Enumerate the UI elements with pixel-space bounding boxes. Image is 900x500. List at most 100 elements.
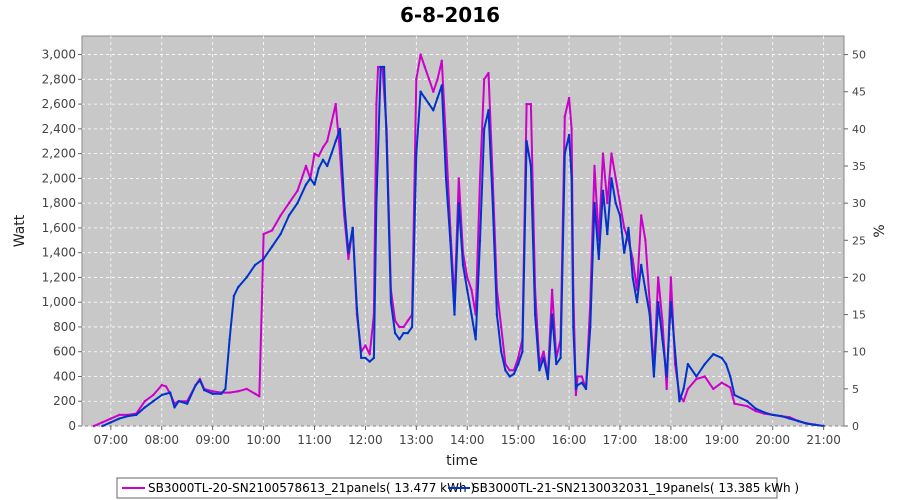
series-2-point xyxy=(606,232,609,236)
series-2-point xyxy=(703,362,706,366)
series-1-point xyxy=(375,102,378,106)
series-1-point xyxy=(321,146,325,149)
series-2-point xyxy=(771,413,774,417)
series-2-point xyxy=(805,422,808,425)
series-2-point xyxy=(211,392,214,395)
series-1-point xyxy=(657,276,660,279)
series-2-point xyxy=(262,257,265,261)
series-2-point xyxy=(559,356,562,360)
series-1-point xyxy=(334,102,337,106)
series-2-point xyxy=(661,338,664,341)
series-1-point xyxy=(574,393,578,397)
series-2-point xyxy=(521,350,524,353)
series-layer xyxy=(92,53,825,428)
series-1-point xyxy=(478,177,482,180)
series-2-point xyxy=(461,263,465,267)
series-1-point xyxy=(576,375,579,378)
series-1-point xyxy=(623,226,626,230)
y2-tick-label: 5 xyxy=(852,383,859,396)
series-2-point xyxy=(152,400,155,403)
series-2-point xyxy=(678,400,681,403)
y-tick-label: 2,000 xyxy=(42,171,76,185)
series-1-point xyxy=(570,127,573,131)
series-2-point xyxy=(368,360,371,363)
series-1-point xyxy=(260,301,264,304)
y-tick-label: 2,200 xyxy=(42,147,76,161)
y2-tick-label: 25 xyxy=(852,234,866,247)
series-1-point xyxy=(729,386,732,389)
series-1-point xyxy=(487,71,490,75)
series-2-point xyxy=(334,140,337,143)
series-1-point xyxy=(640,214,643,217)
series-2-point xyxy=(665,375,668,378)
series-1-point xyxy=(457,177,460,180)
series-2-point xyxy=(173,406,176,409)
series-2-point xyxy=(780,414,783,418)
series-1-point xyxy=(436,78,439,81)
series-2-point xyxy=(326,164,329,168)
series-2-point xyxy=(466,288,469,291)
series-1-point xyxy=(398,325,401,329)
series-1-point xyxy=(287,201,291,205)
y2-axis: 0 5 10 15 20 25 30 35 40 45 50 xyxy=(844,49,866,433)
series-2-point xyxy=(720,356,723,360)
series-1-point xyxy=(109,417,113,420)
y-tick-label: 600 xyxy=(53,345,76,359)
plot-area xyxy=(81,35,845,427)
series-1-point xyxy=(614,177,617,180)
series-2-point xyxy=(372,356,376,360)
series-2-point xyxy=(474,338,477,341)
y-tick-label: 0 xyxy=(68,419,76,433)
series-2-point xyxy=(449,239,452,242)
series-2-point xyxy=(432,109,435,112)
series-2-point xyxy=(597,257,600,261)
series-1-point xyxy=(724,383,728,387)
series-2-point xyxy=(224,387,227,391)
x-tick-label: 19:00 xyxy=(705,433,740,447)
series-1-point xyxy=(313,152,316,155)
series-1-point xyxy=(733,402,736,405)
y2-tick-label: 15 xyxy=(852,309,866,322)
series-1-point xyxy=(754,409,757,413)
series-2-point xyxy=(652,375,656,378)
series-1-point xyxy=(317,154,320,158)
series-2-point xyxy=(385,140,388,143)
series-1-point xyxy=(330,121,333,124)
y-tick-label: 200 xyxy=(53,394,76,408)
series-2-point xyxy=(746,400,749,403)
y-tick-label: 1,000 xyxy=(42,295,76,309)
series-1-point xyxy=(211,390,214,393)
series-2-point xyxy=(610,177,613,180)
series-2-point xyxy=(126,414,129,418)
series-1-point xyxy=(258,395,261,398)
series-1-point xyxy=(500,325,503,329)
x-tick-label: 07:00 xyxy=(94,433,129,447)
series-1-point xyxy=(606,201,609,205)
series-1-point xyxy=(682,400,685,403)
y-tick-label: 800 xyxy=(53,320,76,334)
series-2-point xyxy=(584,387,588,391)
series-2-point xyxy=(347,251,350,254)
series-2-point xyxy=(504,369,507,372)
series-2-point xyxy=(228,338,231,341)
series-1-point xyxy=(669,276,673,279)
series-1-point xyxy=(601,152,605,155)
series-2-point xyxy=(419,90,422,93)
series-2-point xyxy=(533,313,537,316)
series-2-point xyxy=(194,383,197,387)
series-2-point xyxy=(580,381,583,384)
series-2-point xyxy=(788,417,791,420)
series-2-point xyxy=(164,392,168,395)
series-2-point xyxy=(186,402,189,405)
series-2-point xyxy=(512,372,516,376)
series-2-point xyxy=(517,362,520,366)
series-2-point xyxy=(351,226,354,230)
series-1-point xyxy=(296,189,299,192)
y2-tick-label: 30 xyxy=(852,197,866,210)
series-2-point xyxy=(682,387,685,391)
series-2-point xyxy=(508,375,511,378)
x-axis: 07:00 08:00 09:00 10:00 11:00 12:00 13:00 14:00… xyxy=(94,426,841,447)
series-2-point xyxy=(669,301,673,304)
series-1-point xyxy=(101,421,104,424)
series-2-point xyxy=(355,307,359,310)
